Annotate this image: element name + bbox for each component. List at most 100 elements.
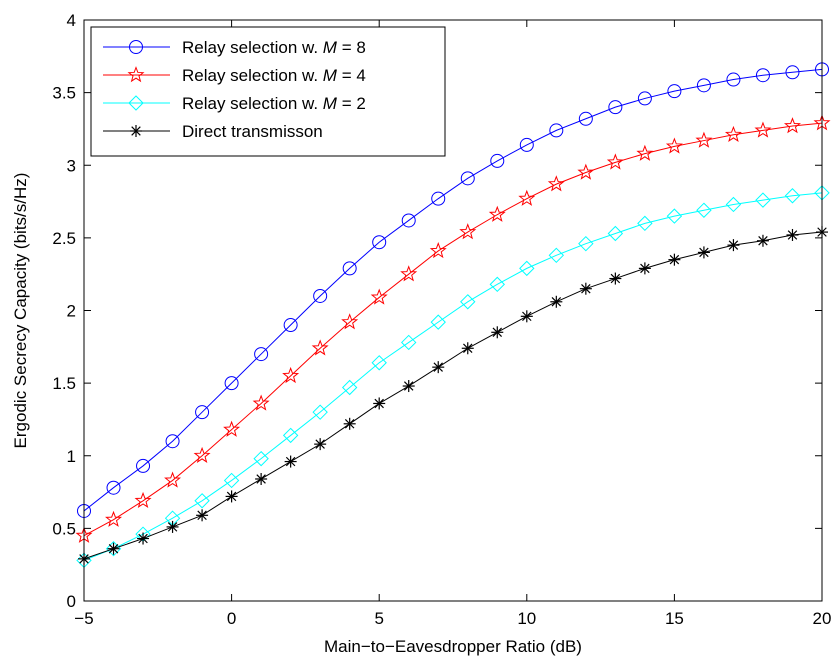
asterisk-stroke xyxy=(640,263,650,274)
data-point xyxy=(608,100,623,115)
data-point xyxy=(518,189,536,206)
data-point xyxy=(314,438,327,451)
data-point xyxy=(609,272,622,285)
y-tick-label: 0 xyxy=(67,592,76,611)
data-point xyxy=(166,520,179,533)
data-point xyxy=(429,242,447,259)
legend-label-text: Direct transmisson xyxy=(182,122,323,141)
legend-label: Direct transmisson xyxy=(182,122,323,141)
data-point xyxy=(756,234,769,247)
data-point xyxy=(459,223,477,240)
data-point xyxy=(784,188,801,204)
data-point xyxy=(106,480,121,495)
data-point xyxy=(341,313,359,330)
data-point xyxy=(430,314,446,330)
x-tick-label: 15 xyxy=(665,609,684,628)
data-point xyxy=(697,246,710,259)
asterisk-stroke xyxy=(551,297,562,307)
data-point xyxy=(754,121,772,138)
data-point xyxy=(284,455,297,468)
y-tick-label: 2.5 xyxy=(52,229,76,248)
data-point xyxy=(638,262,651,275)
y-tick-label: 0.5 xyxy=(52,519,76,538)
x-tick-label: 5 xyxy=(374,609,383,628)
data-point xyxy=(726,72,741,87)
data-point xyxy=(491,326,504,339)
asterisk-stroke xyxy=(758,236,768,246)
data-point xyxy=(667,84,682,99)
legend-item: Relay selection w. M = 8 xyxy=(103,38,366,57)
data-point xyxy=(755,68,770,83)
data-point xyxy=(636,144,654,161)
asterisk-stroke xyxy=(374,398,384,409)
data-point xyxy=(400,265,418,282)
data-point xyxy=(371,355,387,371)
data-point xyxy=(696,202,712,218)
data-point xyxy=(194,493,210,509)
series-group xyxy=(78,226,828,565)
data-point xyxy=(579,282,592,295)
data-point xyxy=(224,376,239,391)
legend-label-var: M xyxy=(323,66,338,85)
data-point xyxy=(461,342,474,355)
x-tick-label: 10 xyxy=(517,609,536,628)
y-tick-label: 3.5 xyxy=(52,84,76,103)
series-group xyxy=(75,114,831,543)
data-point xyxy=(252,394,270,411)
data-point xyxy=(786,228,799,241)
data-point xyxy=(755,192,771,208)
data-point xyxy=(665,137,683,154)
data-point xyxy=(783,117,801,134)
data-point xyxy=(343,417,356,430)
data-point xyxy=(401,213,416,228)
asterisk-stroke xyxy=(108,543,119,554)
data-point xyxy=(282,427,299,444)
data-point xyxy=(107,542,120,555)
legend-label-var: M xyxy=(323,38,338,57)
series-line xyxy=(83,192,823,561)
data-point xyxy=(373,397,386,410)
asterisk-stroke xyxy=(403,381,414,391)
data-point xyxy=(137,532,150,545)
data-point xyxy=(129,40,143,54)
data-point xyxy=(127,66,145,83)
data-point xyxy=(105,541,122,557)
data-point xyxy=(165,434,180,449)
asterisk-stroke xyxy=(522,311,532,322)
data-point xyxy=(607,225,624,242)
data-point xyxy=(606,153,624,170)
data-point xyxy=(223,420,241,437)
legend-box xyxy=(90,26,446,157)
asterisk-stroke xyxy=(728,240,739,250)
data-point xyxy=(282,366,300,384)
data-point xyxy=(696,78,711,93)
y-axis-label: Ergodic Secrecy Capacity (bits/s/Hz) xyxy=(11,173,30,449)
asterisk-stroke xyxy=(492,327,503,338)
data-point xyxy=(489,276,505,293)
asterisk-stroke xyxy=(433,362,443,372)
legend-label-value: = 2 xyxy=(337,94,366,113)
asterisk-stroke xyxy=(256,474,266,484)
data-point xyxy=(313,288,328,303)
axis-ticks xyxy=(83,19,823,602)
data-point xyxy=(134,491,152,509)
data-point xyxy=(342,261,357,276)
data-point xyxy=(431,191,446,206)
data-point xyxy=(725,196,742,213)
x-tick-label: 20 xyxy=(813,609,832,628)
data-point xyxy=(164,471,182,488)
data-point xyxy=(283,318,298,333)
series-line xyxy=(83,231,823,560)
data-point xyxy=(195,405,210,420)
data-point xyxy=(193,446,211,463)
data-point xyxy=(128,95,144,111)
series-line xyxy=(83,122,823,537)
asterisk-stroke xyxy=(138,533,148,544)
data-point xyxy=(724,125,742,142)
data-point xyxy=(520,310,533,323)
data-point xyxy=(550,295,563,308)
data-point xyxy=(547,175,565,192)
asterisk-stroke xyxy=(226,491,237,502)
data-point xyxy=(519,137,534,152)
